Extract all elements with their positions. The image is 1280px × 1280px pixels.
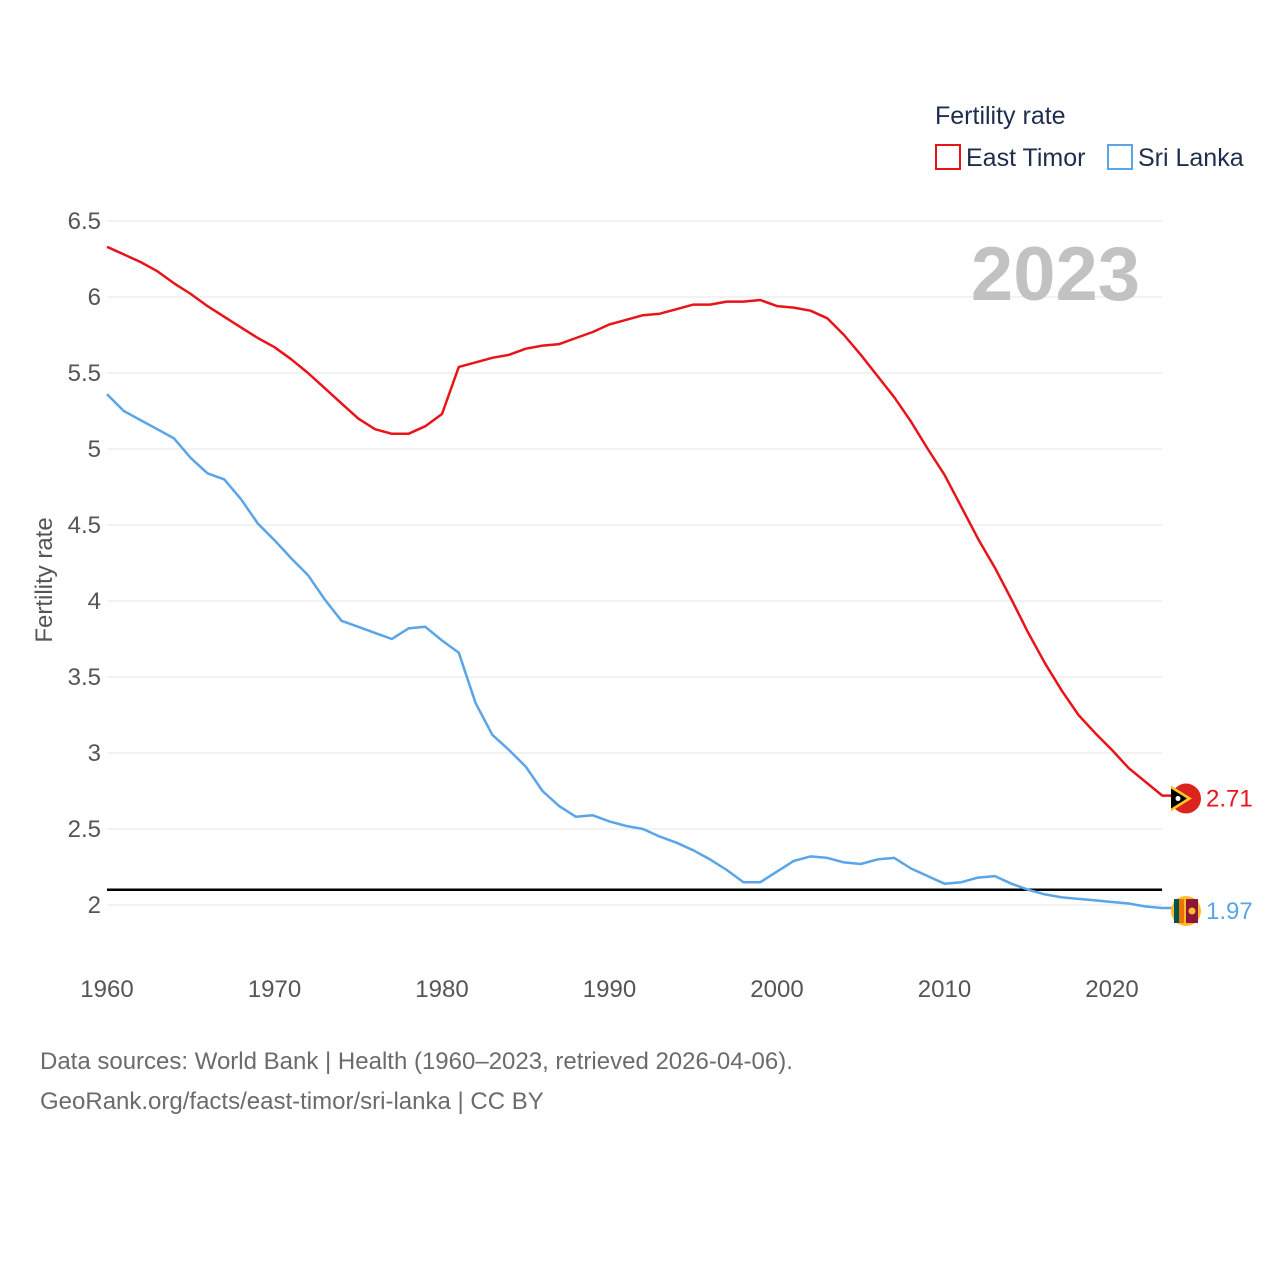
data-sources-note: Data sources: World Bank | Health (1960–… — [40, 1048, 793, 1075]
legend-swatch-east-timor — [935, 144, 961, 170]
x-tick-label: 1990 — [583, 976, 636, 1003]
east-timor-flag-icon — [1171, 783, 1201, 814]
x-tick-label: 1960 — [80, 976, 133, 1003]
y-tick-label: 5 — [88, 436, 101, 463]
y-tick-label: 6.5 — [68, 208, 101, 235]
series-line-east-timor — [106, 245, 1175, 797]
x-axis-ticks: 1960 1970 1980 1990 2000 2010 2020 — [80, 976, 1138, 1003]
y-tick-label: 6 — [88, 284, 101, 311]
x-tick-label: 2000 — [750, 976, 803, 1003]
attribution-link[interactable]: GeoRank.org/facts/east-timor/sri-lanka |… — [40, 1088, 544, 1115]
legend: Fertility rate East Timor Sri Lanka — [935, 102, 1244, 172]
series-lines — [106, 245, 1175, 910]
year-label: 2023 — [971, 232, 1140, 317]
y-tick-label: 4 — [88, 588, 101, 615]
end-markers: 2.71 1.97 — [1171, 783, 1253, 927]
series-line-sri-lanka — [106, 393, 1175, 910]
legend-item-sri-lanka[interactable]: Sri Lanka — [1107, 144, 1244, 172]
y-axis-label: Fertility rate — [31, 517, 58, 642]
x-tick-label: 1970 — [248, 976, 301, 1003]
legend-label-sri-lanka: Sri Lanka — [1138, 144, 1244, 172]
x-tick-label: 1980 — [415, 976, 468, 1003]
y-tick-label: 4.5 — [68, 512, 101, 539]
y-tick-label: 5.5 — [68, 360, 101, 387]
y-tick-label: 2 — [88, 892, 101, 919]
footer: Data sources: World Bank | Health (1960–… — [40, 1042, 793, 1122]
y-tick-label: 2.5 — [68, 816, 101, 843]
end-value-label-sri-lanka: 1.97 — [1206, 898, 1253, 925]
legend-item-east-timor[interactable]: East Timor — [935, 144, 1085, 172]
flag-lion — [1188, 907, 1196, 915]
sri-lanka-flag-icon — [1171, 896, 1201, 927]
legend-title: Fertility rate — [935, 102, 1066, 130]
gridlines — [107, 220, 1162, 906]
x-tick-label: 2020 — [1085, 976, 1138, 1003]
y-tick-label: 3 — [88, 740, 101, 767]
x-tick-label: 2010 — [918, 976, 971, 1003]
flag-star — [1175, 796, 1181, 802]
flag-stripe-orange — [1179, 899, 1184, 924]
y-axis-ticks: 2 2.5 3 3.5 4 4.5 5 5.5 6 6.5 — [68, 208, 101, 919]
end-value-label-east-timor: 2.71 — [1206, 786, 1253, 813]
legend-label-east-timor: East Timor — [966, 144, 1085, 172]
legend-swatch-sri-lanka — [1107, 144, 1133, 170]
y-tick-label: 3.5 — [68, 664, 101, 691]
flag-stripe-green — [1174, 899, 1179, 924]
